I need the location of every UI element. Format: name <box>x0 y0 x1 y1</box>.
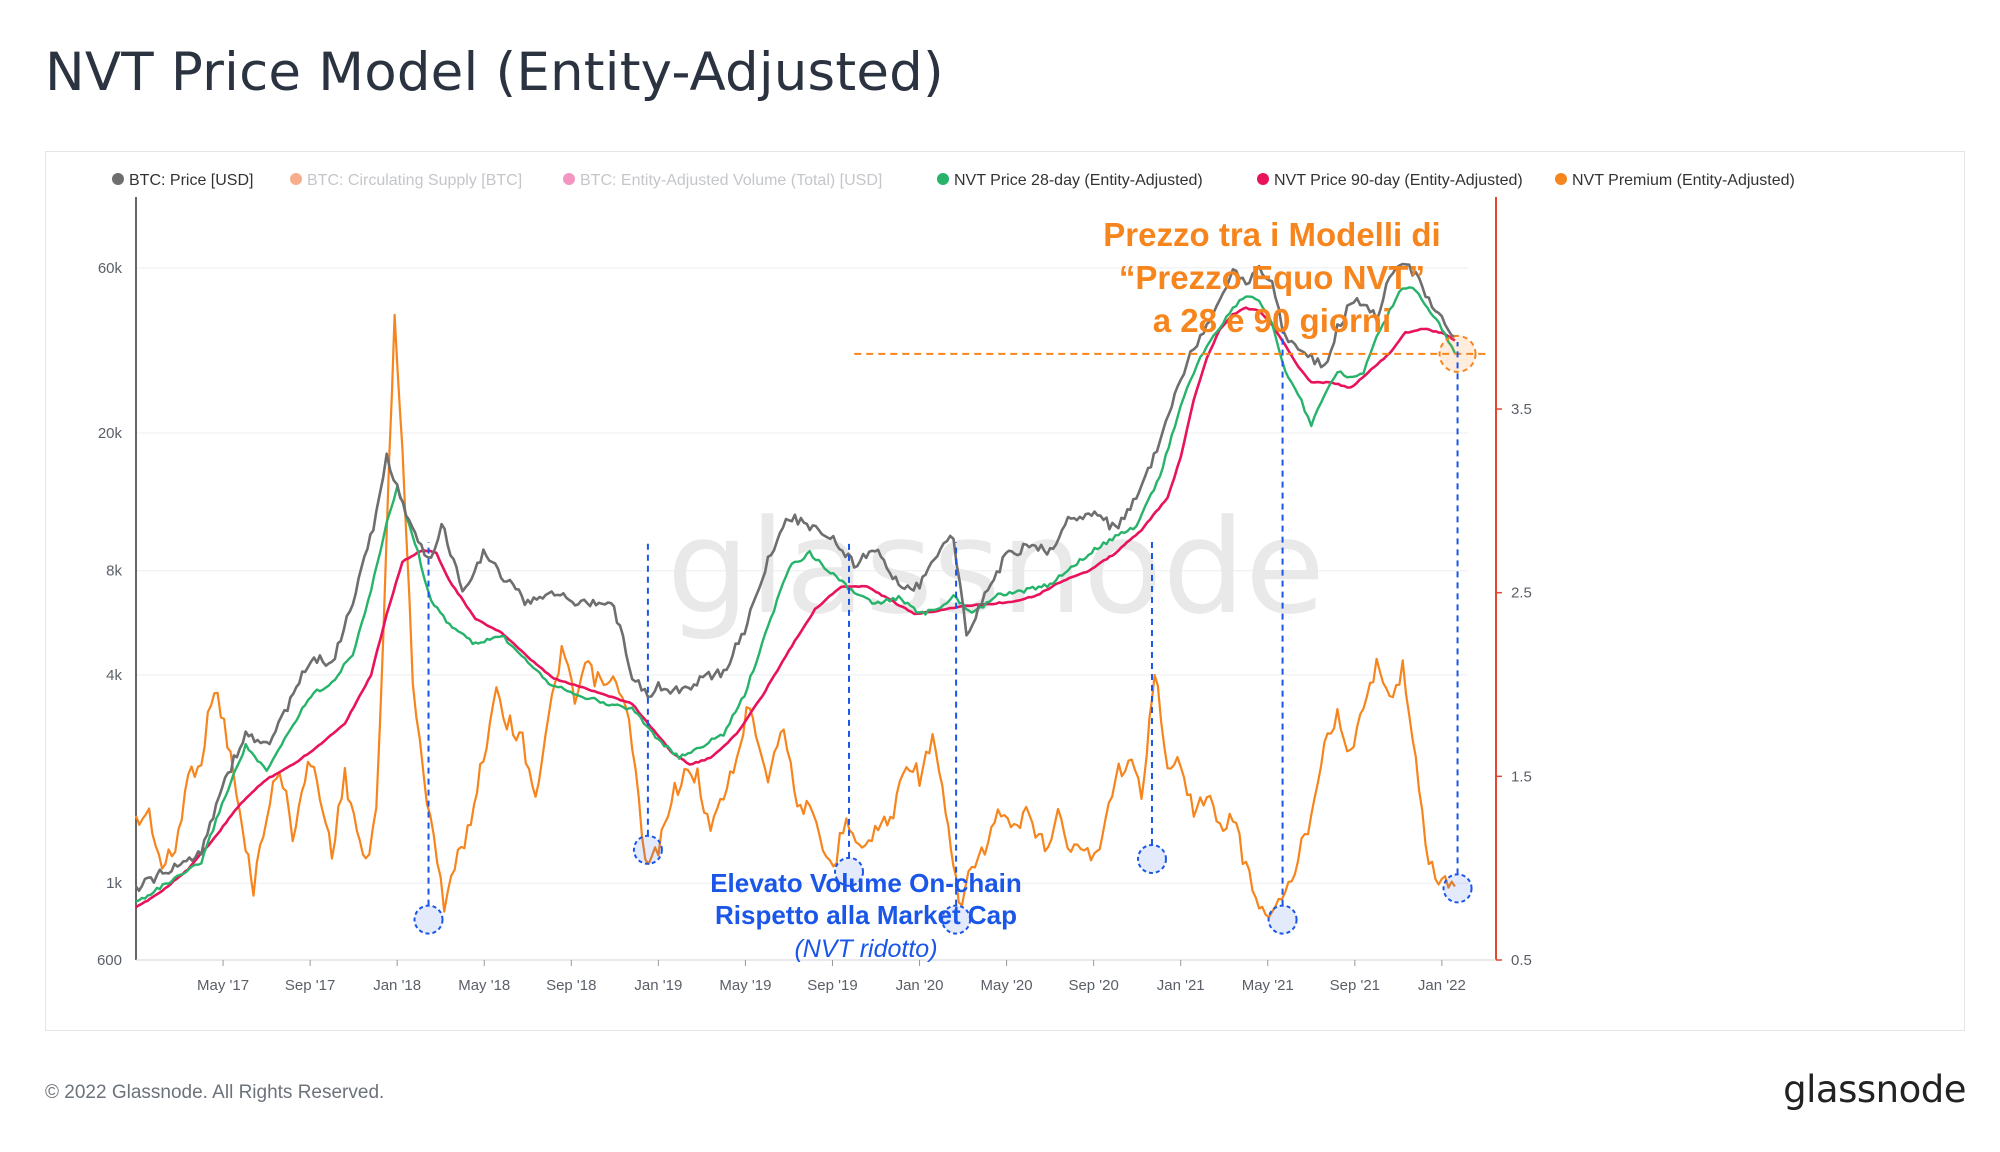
low-marker-circle <box>1136 843 1167 874</box>
legend-dot <box>290 173 302 185</box>
x-tick-label: Sep '20 <box>1068 977 1118 994</box>
chart-frame: glassnode 600 1k 4k 8k 20k 60k 0.5 1.5 2.5 3.5 May… <box>45 151 1965 1031</box>
low-marker-circle <box>1267 904 1298 935</box>
x-tick-label: Jan '18 <box>373 977 421 994</box>
watermark: glassnode <box>667 491 1325 643</box>
axes-layer: 600 1k 4k 8k 20k 60k 0.5 1.5 2.5 3.5 May '17 Sep '1… <box>97 197 1532 994</box>
series-nvt28 <box>135 286 1456 903</box>
legend-item: BTC: Entity-Adjusted Volume (Total) [USD… <box>563 172 882 189</box>
footer-brand-logo: glassnode <box>1783 1068 1966 1111</box>
legend-label: NVT Premium (Entity-Adjusted) <box>1572 172 1795 189</box>
x-tick-label: May '18 <box>458 977 510 994</box>
x-tick-label: May '17 <box>197 977 249 994</box>
annotation-blue-line: Elevato Volume On-chain <box>710 868 1022 898</box>
y-right-tick-label: 2.5 <box>1511 585 1532 602</box>
annotation-orange-line: Prezzo tra i Modelli di <box>1103 216 1440 253</box>
low-marker-circle <box>941 904 972 935</box>
x-tick-label: Sep '19 <box>807 977 857 994</box>
series-btc-price <box>134 262 1456 892</box>
low-marker-circle <box>1442 873 1473 904</box>
y-left-tick-label: 8k <box>106 563 122 580</box>
legend-item: NVT Premium (Entity-Adjusted) <box>1555 172 1795 189</box>
y-left-tick-label: 1k <box>106 875 122 892</box>
low-marker-circle <box>413 904 444 935</box>
legend-label: NVT Price 28-day (Entity-Adjusted) <box>954 172 1203 189</box>
legend-label: BTC: Price [USD] <box>129 172 253 189</box>
x-tick-label: Jan '20 <box>896 977 944 994</box>
annotation-orange-line: a 28 e 90 giorni <box>1153 302 1391 339</box>
y-left-tick-label: 20k <box>98 425 123 442</box>
legend-item: NVT Price 90-day (Entity-Adjusted) <box>1257 172 1523 189</box>
y-left-tick-label: 60k <box>98 260 123 277</box>
x-tick-label: Sep '21 <box>1330 977 1380 994</box>
y-left-tick-label: 600 <box>97 952 122 969</box>
x-tick-label: Jan '19 <box>634 977 682 994</box>
annotation-blue-subline: (NVT ridotto) <box>794 935 937 963</box>
series-nvt90 <box>135 306 1456 909</box>
legend-item: BTC: Price [USD] <box>112 172 253 189</box>
legend-dot <box>1257 173 1269 185</box>
series-nvt-premium <box>134 313 1456 919</box>
legend-label: NVT Price 90-day (Entity-Adjusted) <box>1274 172 1523 189</box>
x-tick-label: Jan '22 <box>1418 977 1466 994</box>
legend-dot <box>1555 173 1567 185</box>
x-tick-label: Sep '18 <box>546 977 596 994</box>
y-right-tick-label: 0.5 <box>1511 952 1532 969</box>
footer-copyright: © 2022 Glassnode. All Rights Reserved. <box>45 1082 385 1103</box>
low-marker-circle <box>632 834 663 865</box>
legend-layer: BTC: Price [USD] BTC: Circulating Supply … <box>112 172 1795 189</box>
legend-dot <box>112 173 124 185</box>
legend-dot <box>937 173 949 185</box>
y-right-tick-label: 1.5 <box>1511 768 1532 785</box>
annotation-blue-line: Rispetto alla Market Cap <box>715 900 1017 930</box>
legend-label: BTC: Entity-Adjusted Volume (Total) [USD… <box>580 172 882 189</box>
legend-item: BTC: Circulating Supply [BTC] <box>290 172 522 189</box>
x-tick-label: May '21 <box>1242 977 1294 994</box>
x-tick-label: Sep '17 <box>285 977 335 994</box>
legend-item: NVT Price 28-day (Entity-Adjusted) <box>937 172 1203 189</box>
y-right-tick-label: 3.5 <box>1511 401 1532 418</box>
legend-dot <box>563 173 575 185</box>
x-tick-label: May '20 <box>981 977 1033 994</box>
y-left-tick-label: 4k <box>106 667 122 684</box>
overlay-layer: Prezzo tra i Modelli di “Prezzo Equo NVT”… <box>413 216 1488 963</box>
low-marker-circle <box>834 856 865 887</box>
annotation-orange-line: “Prezzo Equo NVT” <box>1119 259 1425 296</box>
x-tick-label: May '19 <box>719 977 771 994</box>
legend-label: BTC: Circulating Supply [BTC] <box>307 172 522 189</box>
x-tick-label: Jan '21 <box>1157 977 1205 994</box>
page-title: NVT Price Model (Entity-Adjusted) <box>45 42 944 103</box>
series-layer <box>134 262 1456 919</box>
chart-svg: glassnode 600 1k 4k 8k 20k 60k 0.5 1.5 2.5 3.5 May… <box>97 172 1795 994</box>
